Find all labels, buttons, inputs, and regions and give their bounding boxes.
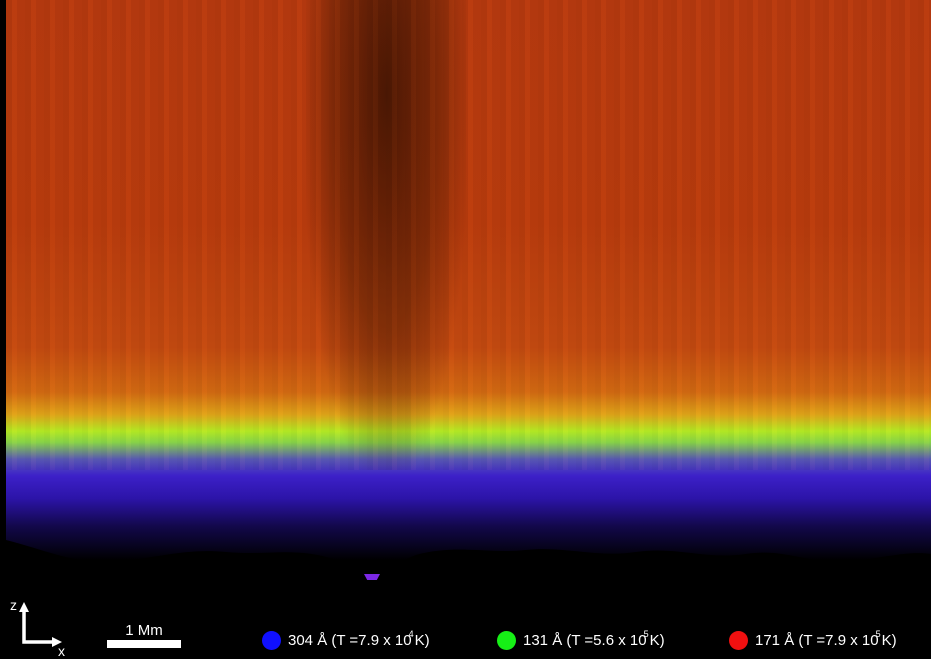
legend-item-171: 171 Å (T =7.9 x 105K) bbox=[729, 629, 897, 651]
legend-item-304: 304 Å (T =7.9 x 104K) bbox=[262, 629, 430, 651]
legend-text-131: 131 Å (T =5.6 x 105K) bbox=[523, 628, 665, 649]
x-axis-label: x bbox=[58, 643, 65, 656]
legend-dot-blue-icon bbox=[262, 630, 281, 650]
dark-central-column bbox=[306, 0, 466, 470]
scale-bar-label: 1 Mm bbox=[125, 622, 163, 639]
axes-icon: z x bbox=[10, 598, 65, 656]
legend-text-171: 171 Å (T =7.9 x 105K) bbox=[755, 628, 897, 649]
chromosphere-boundary bbox=[6, 540, 931, 580]
legend-dot-red-icon bbox=[729, 630, 748, 650]
simulation-image bbox=[6, 0, 931, 659]
spicule-streaks bbox=[6, 0, 931, 470]
scale-bar-line bbox=[107, 640, 181, 648]
legend-text-304: 304 Å (T =7.9 x 104K) bbox=[288, 628, 430, 649]
legend-strip bbox=[0, 596, 931, 659]
legend-dot-green-icon bbox=[497, 630, 516, 650]
corona-emission bbox=[6, 0, 931, 560]
z-axis-label: z bbox=[10, 598, 17, 613]
legend-item-131: 131 Å (T =5.6 x 105K) bbox=[497, 629, 665, 651]
